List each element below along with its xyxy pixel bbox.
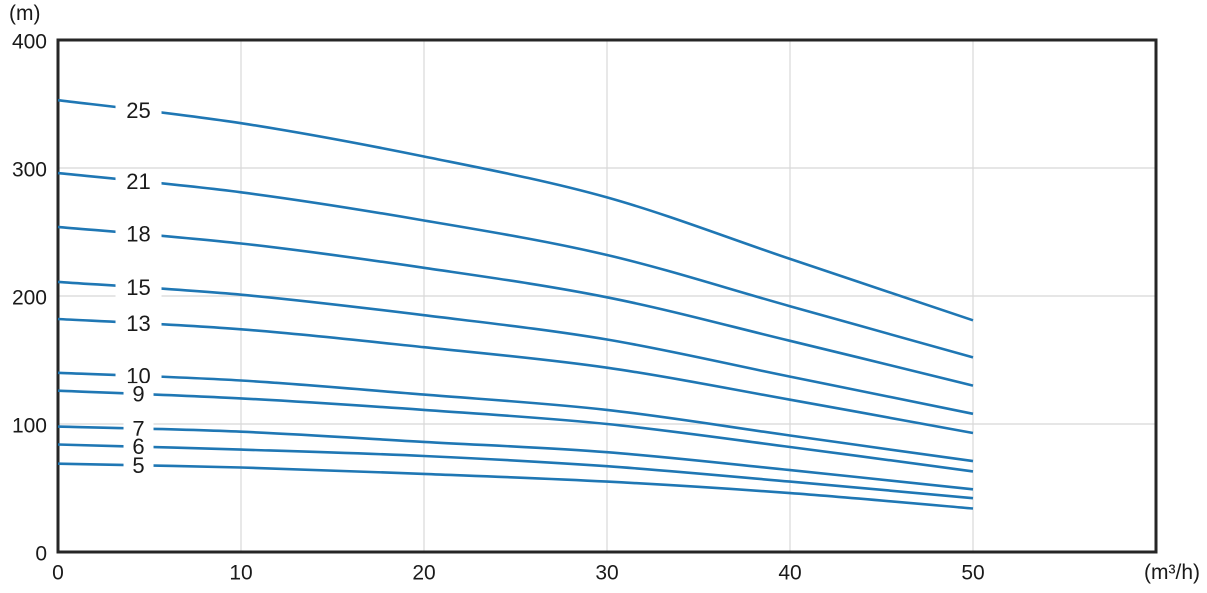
y-tick-label-200: 200 <box>12 287 47 310</box>
curve-6 <box>57 443 974 500</box>
curve-label-21: 21 <box>126 169 150 194</box>
curve-label-gap-15 <box>115 276 162 299</box>
y-tick-label-400: 400 <box>12 31 47 54</box>
curve-25 <box>57 98 974 322</box>
x-tick-label-40: 40 <box>778 562 801 585</box>
y-axis-unit-label: (m) <box>9 2 41 25</box>
curve-21 <box>57 171 974 359</box>
curve-label-9: 9 <box>132 382 144 407</box>
curve-label-gap-13 <box>115 312 162 335</box>
curve-label-7: 7 <box>132 416 144 441</box>
y-tick-label-300: 300 <box>12 159 47 182</box>
curve-label-6: 6 <box>132 434 144 459</box>
x-tick-label-30: 30 <box>595 562 618 585</box>
plot-border <box>56 38 1158 554</box>
curve-label-gap-7 <box>123 417 154 440</box>
curve-label-5: 5 <box>132 453 144 478</box>
curve-9 <box>57 389 974 473</box>
curve-13 <box>57 317 974 435</box>
curve-10 <box>57 371 974 463</box>
x-tick-label-10: 10 <box>229 562 252 585</box>
x-tick-label-0: 0 <box>52 562 64 585</box>
curve-15 <box>57 280 974 416</box>
curve-label-gap-25 <box>115 99 162 122</box>
x-tick-label-20: 20 <box>412 562 435 585</box>
curve-18 <box>57 225 974 387</box>
curve-label-gap-18 <box>115 223 162 246</box>
curve-5 <box>57 462 974 510</box>
curve-label-gap-9 <box>123 383 154 406</box>
curve-label-15: 15 <box>126 275 150 300</box>
curve-label-25: 25 <box>126 98 150 123</box>
curve-label-gap-10 <box>115 365 162 388</box>
y-tick-label-100: 100 <box>12 415 47 438</box>
curve-label-gap-21 <box>115 170 162 193</box>
curve-label-18: 18 <box>126 222 150 247</box>
curve-7 <box>57 425 974 491</box>
x-tick-label-50: 50 <box>961 562 984 585</box>
y-tick-label-0: 0 <box>35 543 47 566</box>
x-axis-unit-label: (m³/h) <box>1144 561 1200 584</box>
curve-label-13: 13 <box>126 311 150 336</box>
curve-label-gap-6 <box>123 435 154 458</box>
curve-label-gap-5 <box>123 454 154 477</box>
